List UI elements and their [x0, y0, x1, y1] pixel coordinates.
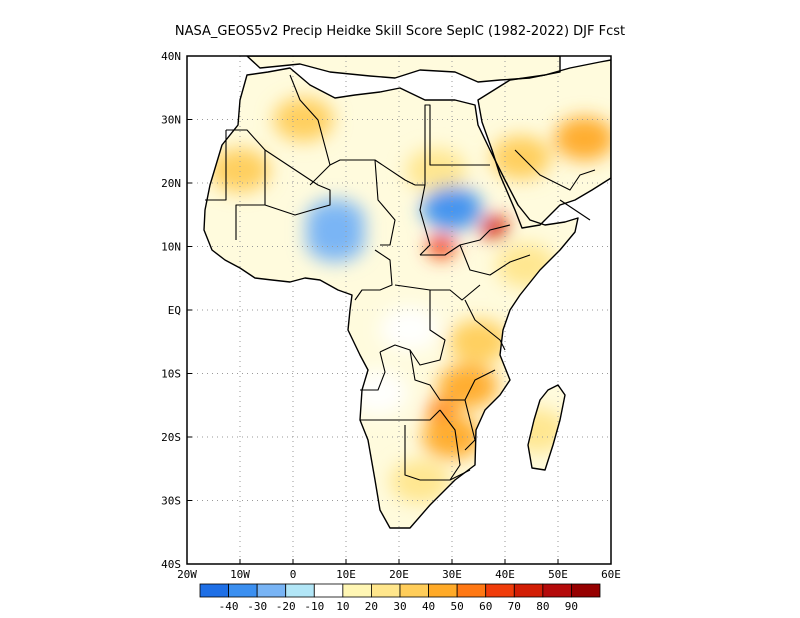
colorbar-swatch — [256, 583, 287, 598]
skill-patch-egypt-sudan — [406, 148, 467, 193]
skill-patch-northwest-africa — [210, 148, 270, 193]
colorbar-swatch — [542, 583, 572, 598]
lat-tick-label: EQ — [168, 304, 181, 317]
lon-tick-label: 50E — [548, 568, 568, 581]
colorbar-swatch — [456, 583, 487, 598]
colorbar-label: 20 — [365, 600, 378, 613]
colorbar-label: -10 — [304, 600, 324, 613]
skill-patch-east-africa — [448, 319, 509, 364]
colorbar-label: 60 — [479, 600, 492, 613]
colorbar-swatch — [571, 583, 601, 598]
colorbar-label: 70 — [508, 600, 521, 613]
lat-tick-label: 20N — [161, 177, 181, 190]
lat-tick-label: 40S — [161, 558, 181, 571]
lat-tick-label: 30N — [161, 114, 181, 127]
colorbar-label: 30 — [393, 600, 406, 613]
colorbar-label: -30 — [247, 600, 267, 613]
skill-patch-sudan — [422, 186, 482, 231]
lat-tick-label: 20S — [161, 431, 181, 444]
colorbar-swatch — [485, 583, 515, 598]
lat-tick-label: 10S — [161, 368, 181, 381]
skill-patch-nigeria — [305, 218, 366, 263]
country-borders — [205, 74, 596, 481]
lon-tick-label: 30E — [442, 568, 462, 581]
colorbar-label: 50 — [451, 600, 464, 613]
colorbar-label: 10 — [336, 600, 349, 613]
latitude-axis: 40N 30N 20N 10N EQ 10S 20S 30S 40S — [161, 50, 192, 571]
skill-patch-ethiopia-highlands — [480, 215, 509, 240]
lat-tick-label: 30S — [161, 495, 181, 508]
lat-tick-label: 10N — [161, 241, 181, 254]
colorbar-label: -20 — [276, 600, 296, 613]
colorbar-label: 40 — [422, 600, 435, 613]
lon-tick-label: 10W — [230, 568, 250, 581]
skill-patch-algeria — [273, 97, 334, 142]
gridlines — [187, 56, 611, 564]
lon-tick-label: 40E — [495, 568, 515, 581]
skill-patch-angola — [347, 370, 408, 415]
longitude-axis: 20W 10W 0 10E 20E 30E 40E 50E 60E — [177, 559, 621, 581]
colorbar-swatch — [513, 583, 544, 598]
lat-tick-label: 40N — [161, 50, 181, 63]
lon-tick-label: 0 — [290, 568, 297, 581]
map-title: NASA_GEOS5v2 Precip Heidke Skill Score S… — [175, 24, 625, 39]
lon-tick-label: 20E — [389, 568, 409, 581]
skill-patch-malawi-mozambique — [437, 364, 498, 409]
skill-patch-arabia-east — [554, 116, 611, 161]
colorbar-label: -40 — [219, 600, 239, 613]
colorbar-swatch — [313, 583, 344, 598]
colorbar-swatch — [428, 583, 458, 598]
colorbar-swatch — [342, 583, 372, 598]
colorbar-swatch — [285, 583, 315, 598]
skill-patch-congo-basin — [379, 307, 440, 352]
skill-score-field — [204, 56, 611, 528]
colorbar-label: 80 — [536, 600, 549, 613]
colorbar-swatch — [199, 583, 229, 598]
lon-tick-label: 10E — [336, 568, 356, 581]
colorbar-swatch — [228, 583, 258, 598]
colorbar-swatch — [371, 583, 401, 598]
colorbar-swatch — [399, 583, 429, 598]
colorbar-label: 90 — [565, 600, 578, 613]
skill-patch-arabia-west — [490, 135, 551, 180]
lon-tick-label: 20W — [177, 568, 197, 581]
colorbar: -40 -30 -20 -10 10 20 30 40 50 60 70 80 90 — [199, 583, 601, 613]
lon-tick-label: 60E — [601, 568, 621, 581]
